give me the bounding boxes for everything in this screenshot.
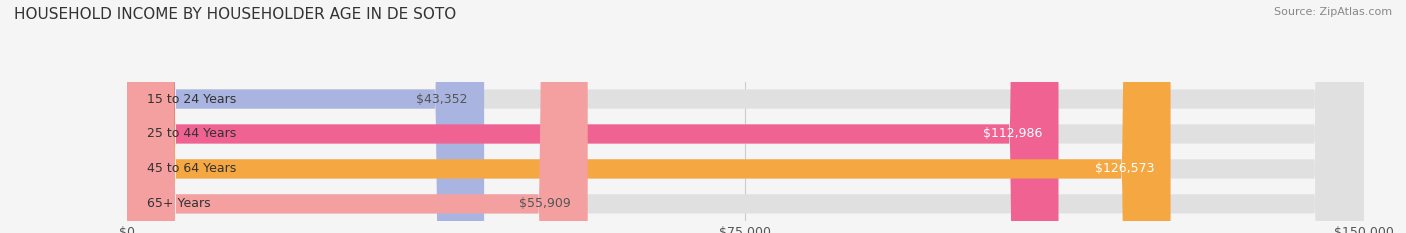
FancyBboxPatch shape (127, 0, 484, 233)
Text: $43,352: $43,352 (416, 93, 468, 106)
Text: 15 to 24 Years: 15 to 24 Years (148, 93, 236, 106)
FancyBboxPatch shape (127, 0, 1364, 233)
FancyBboxPatch shape (127, 0, 1364, 233)
FancyBboxPatch shape (127, 0, 1171, 233)
Text: 65+ Years: 65+ Years (148, 197, 211, 210)
Text: $126,573: $126,573 (1095, 162, 1154, 175)
Text: $112,986: $112,986 (983, 127, 1042, 140)
FancyBboxPatch shape (127, 0, 588, 233)
Text: Source: ZipAtlas.com: Source: ZipAtlas.com (1274, 7, 1392, 17)
Text: $55,909: $55,909 (519, 197, 571, 210)
Text: HOUSEHOLD INCOME BY HOUSEHOLDER AGE IN DE SOTO: HOUSEHOLD INCOME BY HOUSEHOLDER AGE IN D… (14, 7, 457, 22)
FancyBboxPatch shape (127, 0, 1059, 233)
FancyBboxPatch shape (127, 0, 1364, 233)
Text: 25 to 44 Years: 25 to 44 Years (148, 127, 236, 140)
Text: 45 to 64 Years: 45 to 64 Years (148, 162, 236, 175)
FancyBboxPatch shape (127, 0, 1364, 233)
